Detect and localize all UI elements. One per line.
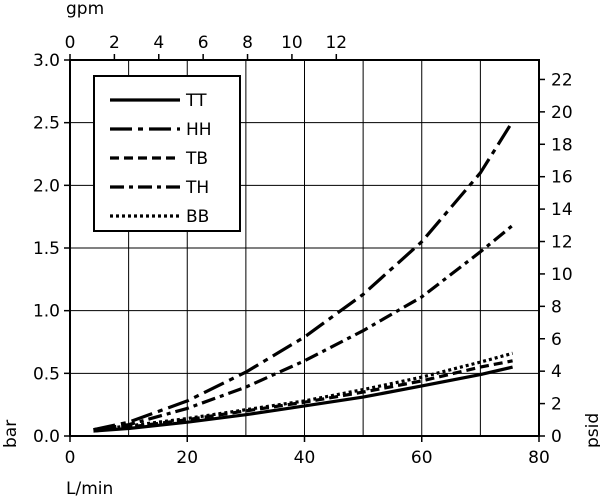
x-tick-label: 20 <box>176 448 198 468</box>
x-tick-label: 0 <box>65 448 76 468</box>
top-tick-label: 0 <box>65 33 76 53</box>
legend-label-hh: HH <box>186 120 212 140</box>
series-layer <box>93 120 514 433</box>
top-tick-label: 6 <box>198 33 209 53</box>
top-tick-label: 4 <box>153 33 164 53</box>
right-tick-label: 12 <box>551 233 573 253</box>
y-tick-label: 1.5 <box>33 239 60 259</box>
right-tick-label: 6 <box>551 330 562 350</box>
series-line-th <box>93 224 514 432</box>
right-tick-label: 10 <box>551 265 573 285</box>
series-line-tt <box>93 365 513 433</box>
y-tick-label: 2.0 <box>33 176 60 196</box>
y-tick-label: 2.5 <box>33 114 60 134</box>
series-line-hh <box>93 120 514 432</box>
x-tick-label: 80 <box>528 448 550 468</box>
right-axis-unit: psid <box>583 413 600 448</box>
y-tick-label: 0.5 <box>33 364 60 384</box>
x-tick-label: 60 <box>411 448 433 468</box>
top-tick-label: 2 <box>109 33 120 53</box>
series-line-bb <box>93 351 514 432</box>
top-tick-label: 8 <box>242 33 253 53</box>
legend-label-tt: TT <box>185 91 207 111</box>
legend-label-th: TH <box>185 178 209 198</box>
y-tick-label: 0.0 <box>33 427 60 447</box>
right-tick-label: 2 <box>551 395 562 415</box>
right-tick-label: 14 <box>551 200 573 220</box>
tick-layer: 0 20 40 60 800.00.51.01.52.02.53.00 2 4 6 8 10 120… <box>33 33 573 468</box>
left-axis-unit: bar <box>1 420 21 448</box>
y-tick-label: 1.0 <box>33 302 60 322</box>
legend: TT HH TB TH BB <box>93 75 241 232</box>
bottom-axis-unit: L/min <box>66 479 113 499</box>
y-tick-label: 3.0 <box>33 51 60 71</box>
right-tick-label: 8 <box>551 297 562 317</box>
top-tick-label: 10 <box>281 33 303 53</box>
legend-label-bb: BB <box>186 207 209 227</box>
x-tick-label: 40 <box>294 448 316 468</box>
right-tick-label: 4 <box>551 362 562 382</box>
right-tick-label: 18 <box>551 135 573 155</box>
legend-box <box>93 75 241 232</box>
right-tick-label: 20 <box>551 103 573 123</box>
right-tick-label: 22 <box>551 70 573 90</box>
legend-label-tb: TB <box>185 149 208 169</box>
right-tick-label: 16 <box>551 168 573 188</box>
top-tick-label: 12 <box>325 33 347 53</box>
top-axis-unit: gpm <box>66 0 104 19</box>
right-tick-label: 0 <box>551 427 562 447</box>
